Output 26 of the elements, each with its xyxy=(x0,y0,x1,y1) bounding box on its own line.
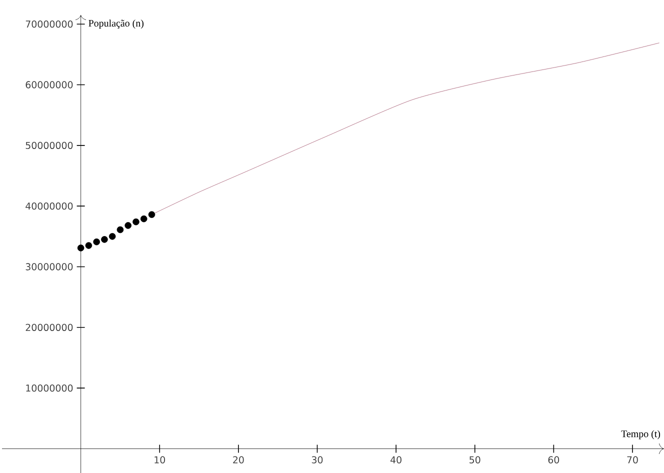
y-tick-label: 40000000 xyxy=(26,202,73,210)
point xyxy=(140,215,148,222)
x-tick-label: 40 xyxy=(390,456,402,464)
point xyxy=(108,233,116,240)
x-tick-label: 30 xyxy=(312,456,323,464)
y-tick-label: 60000000 xyxy=(26,81,73,88)
point xyxy=(124,222,132,229)
point xyxy=(85,242,92,249)
y-tick-label: 30000000 xyxy=(26,263,73,270)
point xyxy=(93,238,100,246)
x-tick-label: 10 xyxy=(154,456,166,464)
y-tick-label: 70000000 xyxy=(26,20,73,28)
point xyxy=(148,211,156,218)
x-tick-label: 20 xyxy=(233,456,244,464)
point xyxy=(77,244,84,252)
y-tick-label: 20000000 xyxy=(26,324,73,331)
point xyxy=(101,236,108,243)
y-tick-label: 50000000 xyxy=(26,142,73,150)
y-axis-title: População (n) xyxy=(88,20,144,29)
y-tick-label: 10000000 xyxy=(26,384,73,392)
x-tick-label: 70 xyxy=(627,456,638,464)
x-tick-label: 60 xyxy=(548,456,560,464)
point xyxy=(132,218,140,226)
point xyxy=(116,226,124,234)
x-tick-label: 50 xyxy=(470,456,480,464)
x-axis-title: Tempo (t) xyxy=(621,430,660,440)
